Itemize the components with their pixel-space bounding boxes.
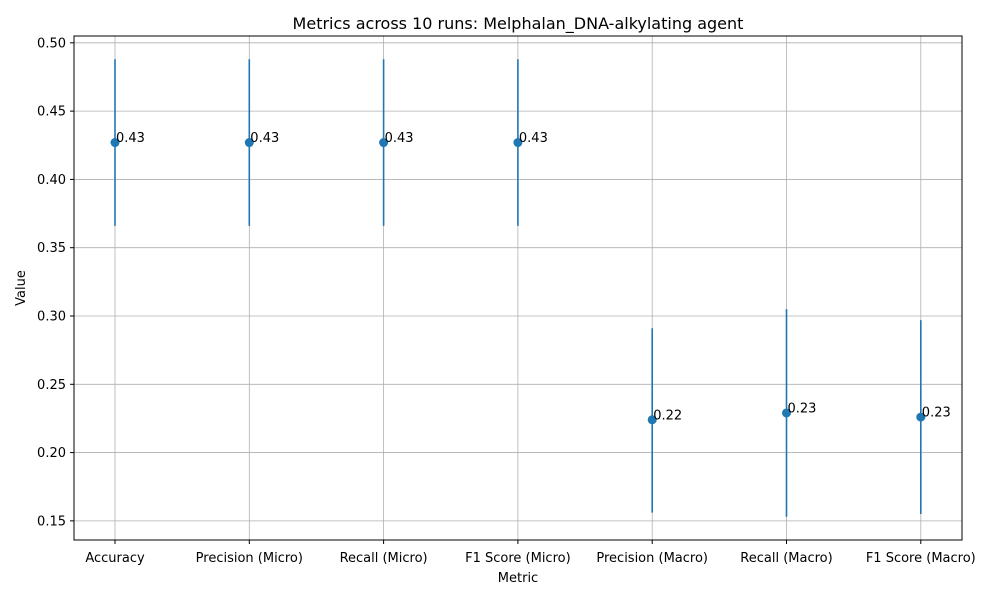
data-point — [647, 415, 657, 425]
data-label: 0.43 — [116, 131, 145, 146]
y-tick-label: 0.30 — [37, 310, 66, 325]
data-point — [916, 412, 926, 422]
x-axis-label: Metric — [498, 571, 538, 586]
data-point — [513, 138, 523, 148]
data-point — [782, 408, 791, 418]
chart-title: Metrics across 10 runs: Melphalan_DNA-al… — [293, 14, 744, 34]
data-label: 0.43 — [519, 131, 548, 146]
x-tick-label: Precision (Micro) — [196, 551, 303, 566]
x-tick-label: F1 Score (Micro) — [465, 551, 571, 566]
y-tick-label: 0.45 — [37, 105, 66, 120]
plot-marks: 0.43 0.43 0.43 0.43 0.22 0.23 0.23 — [110, 59, 951, 517]
y-tick-label: 0.40 — [37, 173, 66, 188]
axis-ticks: Accuracy Precision (Micro) Recall (Micro) F… — [37, 36, 976, 566]
x-tick-label: Precision (Macro) — [596, 551, 708, 566]
y-tick-label: 0.35 — [37, 241, 66, 256]
data-label: 0.43 — [250, 131, 279, 146]
y-tick-label: 0.50 — [37, 36, 66, 51]
y-tick-label: 0.15 — [37, 514, 66, 529]
y-axis-label: Value — [14, 270, 29, 306]
data-label: 0.43 — [385, 131, 414, 146]
x-tick-label: Accuracy — [85, 551, 145, 566]
data-point — [110, 138, 120, 148]
x-tick-label: Recall (Macro) — [740, 551, 832, 566]
data-label: 0.23 — [922, 406, 951, 421]
y-tick-label: 0.20 — [37, 446, 66, 461]
y-tick-label: 0.25 — [37, 378, 66, 393]
x-tick-label: F1 Score (Macro) — [866, 551, 976, 566]
data-point — [379, 138, 389, 148]
x-tick-label: Recall (Micro) — [340, 551, 428, 566]
data-label: 0.23 — [788, 401, 817, 416]
data-point — [244, 138, 254, 148]
data-label: 0.22 — [653, 408, 682, 423]
